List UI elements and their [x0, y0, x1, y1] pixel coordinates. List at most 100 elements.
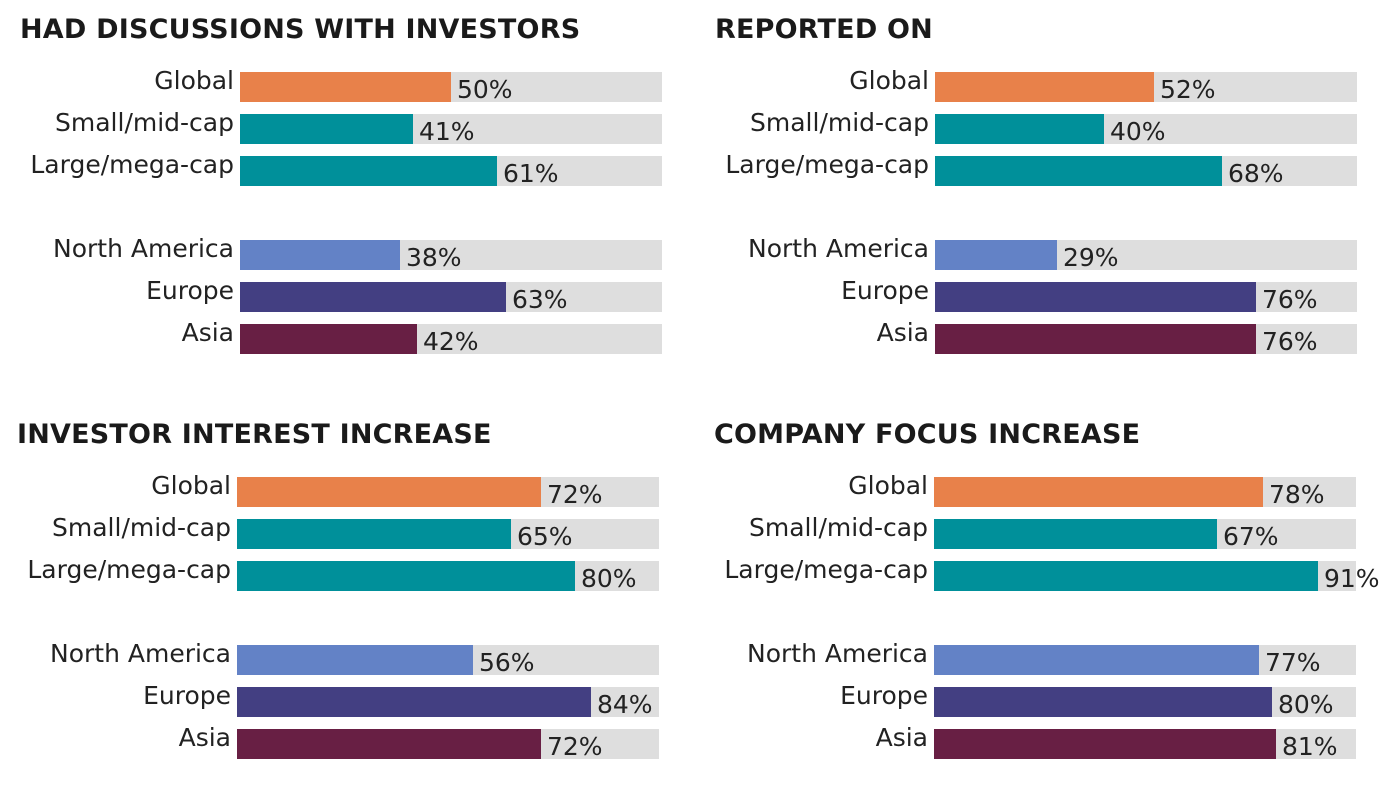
- chart-title: INVESTOR INTEREST INCREASE: [17, 419, 492, 450]
- value-label: 63%: [512, 285, 568, 314]
- bar-row-large-mega-cap: Large/mega-cap 91%: [694, 555, 1379, 593]
- bar-row-north-america: North America 77%: [694, 639, 1364, 677]
- bar-track: 76%: [935, 282, 1357, 314]
- bar-track: 41%: [240, 114, 662, 146]
- bar-row-global: Global 50%: [0, 66, 670, 104]
- bar-north-america: [934, 645, 1259, 675]
- bar-row-large-mega-cap: Large/mega-cap 68%: [695, 150, 1365, 188]
- bar-row-europe: Europe 63%: [0, 276, 670, 314]
- bar-small-mid-cap: [934, 519, 1217, 549]
- bar-row-asia: Asia 42%: [0, 318, 670, 356]
- bar-row-north-america: North America 38%: [0, 234, 670, 272]
- value-label: 78%: [1269, 480, 1325, 509]
- bar-north-america: [935, 240, 1057, 270]
- category-label: Europe: [841, 276, 929, 305]
- bar-track: 84%: [237, 687, 659, 719]
- bar-global: [934, 477, 1263, 507]
- bar-track: 40%: [935, 114, 1357, 146]
- bar-row-small-mid-cap: Small/mid-cap 67%: [694, 513, 1364, 551]
- bar-row-north-america: North America 29%: [695, 234, 1365, 272]
- category-label: Global: [154, 66, 234, 95]
- bar-track: 67%: [934, 519, 1356, 551]
- bar-large-mega-cap: [237, 561, 575, 591]
- chart-title: COMPANY FOCUS INCREASE: [714, 419, 1141, 450]
- value-label: 72%: [547, 732, 603, 761]
- value-label: 72%: [547, 480, 603, 509]
- bar-row-europe: Europe 84%: [0, 681, 667, 719]
- bar-track: 81%: [934, 729, 1356, 761]
- bar-row-large-mega-cap: Large/mega-cap 61%: [0, 150, 670, 188]
- chart-panel-had-discussions-with-investors: HAD DISCUSSIONS WITH INVESTORS Global 50% S…: [0, 0, 670, 380]
- category-label: Asia: [178, 723, 231, 752]
- value-label: 42%: [423, 327, 479, 356]
- value-label: 38%: [406, 243, 462, 272]
- bar-row-north-america: North America 56%: [0, 639, 667, 677]
- category-label: Europe: [146, 276, 234, 305]
- value-label: 84%: [597, 690, 653, 719]
- value-label: 41%: [419, 117, 475, 146]
- bar-track: 65%: [237, 519, 659, 551]
- chart-panel-company-focus-increase: COMPANY FOCUS INCREASE Global 78% Small/mid…: [694, 405, 1380, 785]
- category-label: Asia: [876, 318, 929, 347]
- bar-track: 80%: [934, 687, 1356, 719]
- bar-track: 72%: [237, 477, 659, 509]
- bar-row-asia: Asia 76%: [695, 318, 1365, 356]
- bar-track: 72%: [237, 729, 659, 761]
- chart-title: REPORTED ON: [715, 14, 933, 45]
- value-label: 80%: [1278, 690, 1334, 719]
- category-label: Global: [849, 66, 929, 95]
- bar-global: [935, 72, 1154, 102]
- bar-row-large-mega-cap: Large/mega-cap 80%: [0, 555, 667, 593]
- value-label: 29%: [1063, 243, 1119, 272]
- bar-large-mega-cap: [934, 561, 1318, 591]
- value-label: 50%: [457, 75, 513, 104]
- value-label: 56%: [479, 648, 535, 677]
- category-label: Global: [151, 471, 231, 500]
- bar-track: 63%: [240, 282, 662, 314]
- bar-track: 38%: [240, 240, 662, 272]
- value-label: 65%: [517, 522, 573, 551]
- value-label: 40%: [1110, 117, 1166, 146]
- chart-panel-investor-interest-increase: INVESTOR INTEREST INCREASE Global 72% Small…: [0, 405, 667, 785]
- category-label: Large/mega-cap: [27, 555, 231, 584]
- bar-europe: [934, 687, 1272, 717]
- value-label: 76%: [1262, 327, 1318, 356]
- value-label: 91%: [1324, 564, 1380, 593]
- category-label: Large/mega-cap: [724, 555, 928, 584]
- bar-track: 76%: [935, 324, 1357, 356]
- category-label: Small/mid-cap: [52, 513, 231, 542]
- bar-large-mega-cap: [935, 156, 1222, 186]
- category-label: North America: [748, 234, 929, 263]
- bar-track: 61%: [240, 156, 662, 188]
- value-label: 52%: [1160, 75, 1216, 104]
- bar-row-small-mid-cap: Small/mid-cap 40%: [695, 108, 1365, 146]
- category-label: Europe: [840, 681, 928, 710]
- category-label: Large/mega-cap: [30, 150, 234, 179]
- bar-row-asia: Asia 81%: [694, 723, 1364, 761]
- bar-track: 52%: [935, 72, 1357, 104]
- bar-row-small-mid-cap: Small/mid-cap 41%: [0, 108, 670, 146]
- value-label: 61%: [503, 159, 559, 188]
- bar-track: 68%: [935, 156, 1357, 188]
- category-label: North America: [53, 234, 234, 263]
- value-label: 77%: [1265, 648, 1321, 677]
- bar-small-mid-cap: [240, 114, 413, 144]
- bar-asia: [237, 729, 541, 759]
- bar-europe: [935, 282, 1256, 312]
- bar-track: 50%: [240, 72, 662, 104]
- bar-row-global: Global 52%: [695, 66, 1365, 104]
- bar-track: 29%: [935, 240, 1357, 272]
- bar-track: 78%: [934, 477, 1356, 509]
- value-label: 68%: [1228, 159, 1284, 188]
- bar-track: 80%: [237, 561, 659, 593]
- category-label: Asia: [181, 318, 234, 347]
- bar-north-america: [240, 240, 400, 270]
- category-label: Small/mid-cap: [749, 513, 928, 542]
- bar-row-asia: Asia 72%: [0, 723, 667, 761]
- bar-row-europe: Europe 76%: [695, 276, 1365, 314]
- category-label: North America: [50, 639, 231, 668]
- bar-track: 42%: [240, 324, 662, 356]
- category-label: Europe: [143, 681, 231, 710]
- bar-asia: [934, 729, 1276, 759]
- bar-global: [240, 72, 451, 102]
